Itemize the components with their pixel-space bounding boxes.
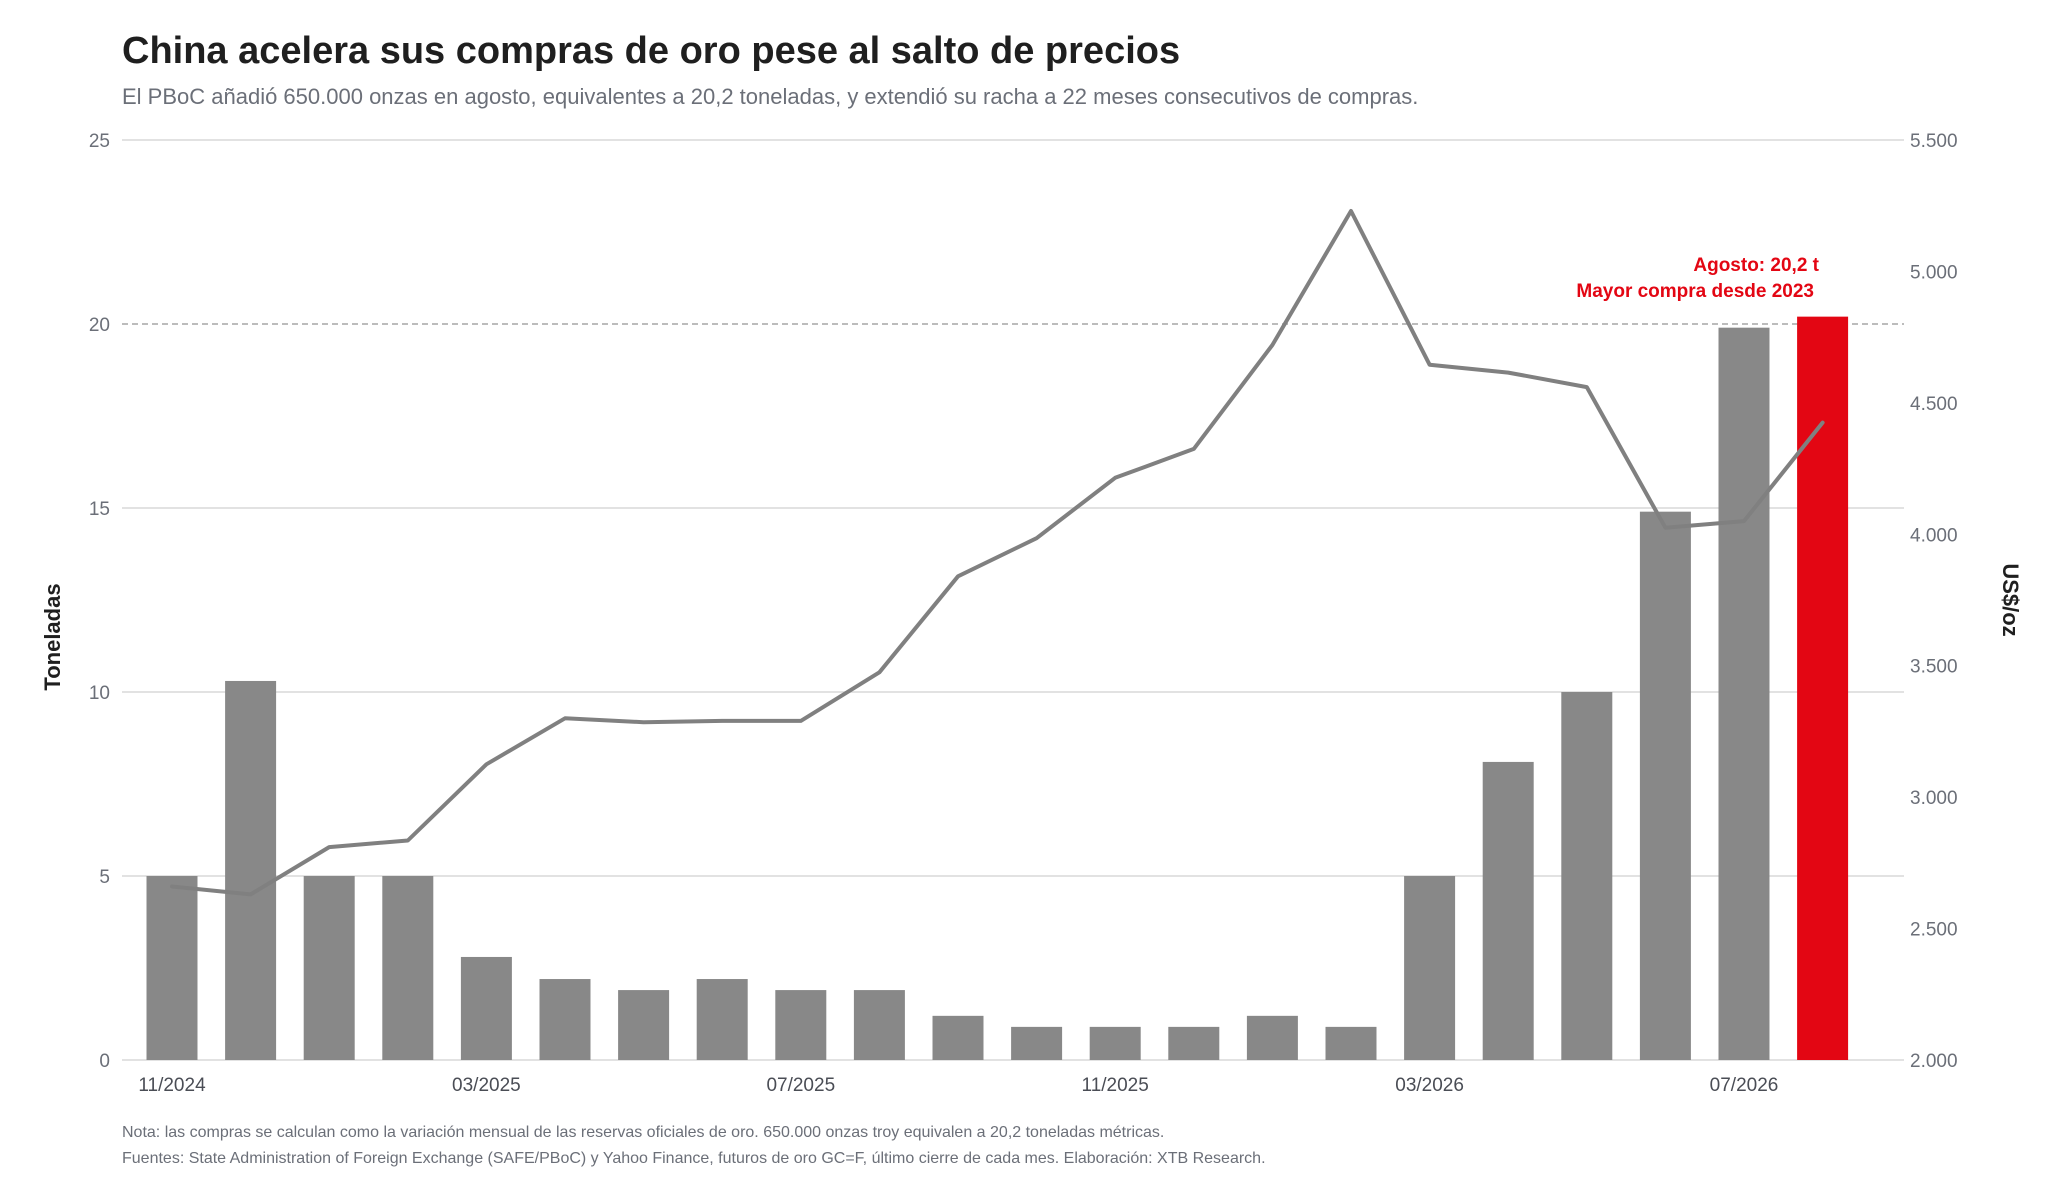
y-right-tick-label: 5.500 xyxy=(1910,131,1958,152)
bar xyxy=(775,990,827,1060)
y-right-tick-label: 2.500 xyxy=(1910,920,1958,941)
bar xyxy=(696,979,748,1060)
y-right-axis-title: US$/oz xyxy=(1998,563,2023,636)
annotation-line-1: Agosto: 20,2 t xyxy=(1693,255,1819,276)
y-right-tick-label: 2.000 xyxy=(1910,1051,1958,1072)
price-line-series xyxy=(170,209,1825,897)
y-right-tick-label: 5.000 xyxy=(1910,262,1958,283)
y-left-tick-label: 15 xyxy=(89,499,110,520)
y-right-tick-label: 3.500 xyxy=(1910,657,1958,678)
x-tick-label: 11/2024 xyxy=(138,1075,206,1096)
x-tick-label: 11/2025 xyxy=(1082,1075,1149,1096)
bar xyxy=(146,876,198,1060)
bar xyxy=(225,680,277,1060)
bar xyxy=(1325,1026,1377,1060)
y-left-tick-label: 20 xyxy=(89,315,110,336)
footer-note: Nota: las compras se calculan como la va… xyxy=(122,1124,1165,1141)
bar xyxy=(382,876,434,1060)
annotation-line-2: Mayor compra desde 2023 xyxy=(1576,281,1814,302)
x-tick-label: 07/2025 xyxy=(766,1075,835,1096)
footer-sources: Fuentes: State Administration of Foreign… xyxy=(122,1150,1266,1167)
bar-series xyxy=(146,316,1849,1060)
bar xyxy=(1718,327,1770,1060)
bar xyxy=(1011,1026,1063,1060)
y-left-tick-label: 10 xyxy=(89,683,110,704)
chart-title: China acelera sus compras de oro pese al… xyxy=(122,30,1181,72)
highlight-bar xyxy=(1797,316,1849,1060)
bar xyxy=(460,956,512,1060)
axis-ticks: 0 5 10 15 20 25 2.000 2.500 3.000 3.500 4.000 4.500… xyxy=(89,131,1958,1096)
bar xyxy=(1246,1015,1298,1060)
bar xyxy=(1404,876,1456,1060)
bar xyxy=(539,979,591,1060)
y-right-tick-label: 4.500 xyxy=(1910,394,1958,415)
y-right-tick-label: 4.000 xyxy=(1910,525,1958,546)
bar xyxy=(1561,692,1613,1060)
bar xyxy=(932,1015,984,1060)
bar xyxy=(618,990,670,1060)
x-tick-label: 03/2025 xyxy=(452,1075,521,1096)
bar xyxy=(1639,511,1691,1060)
y-left-tick-label: 25 xyxy=(89,131,110,152)
chart-subtitle: El PBoC añadió 650.000 onzas en agosto, … xyxy=(122,84,1419,109)
x-tick-label: 03/2026 xyxy=(1395,1075,1464,1096)
x-tick-label: 07/2026 xyxy=(1710,1075,1779,1096)
bar xyxy=(1168,1026,1220,1060)
bar xyxy=(303,876,355,1060)
bar xyxy=(1482,761,1534,1060)
price-line xyxy=(170,209,1825,897)
annotation-group: Agosto: 20,2 t Mayor compra desde 2023 xyxy=(1576,255,1819,302)
bar xyxy=(1089,1026,1141,1060)
y-left-tick-label: 5 xyxy=(99,867,110,888)
y-left-tick-label: 0 xyxy=(99,1051,110,1072)
bar xyxy=(853,990,905,1060)
y-left-axis-title: Toneladas xyxy=(40,583,65,690)
y-right-tick-label: 3.000 xyxy=(1910,788,1958,809)
